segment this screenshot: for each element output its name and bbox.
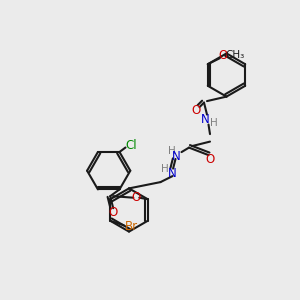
Text: N: N <box>168 167 177 180</box>
Text: N: N <box>201 112 210 126</box>
Text: O: O <box>131 191 140 204</box>
Text: H: H <box>210 118 218 128</box>
Text: O: O <box>206 153 214 166</box>
Text: O: O <box>109 206 118 219</box>
Text: H: H <box>161 164 169 174</box>
Text: Br: Br <box>125 220 138 233</box>
Text: H: H <box>168 146 176 156</box>
Text: Cl: Cl <box>126 140 137 152</box>
Text: CH₃: CH₃ <box>225 50 244 60</box>
Text: O: O <box>192 104 201 118</box>
Text: O: O <box>218 49 227 62</box>
Text: N: N <box>172 149 181 163</box>
